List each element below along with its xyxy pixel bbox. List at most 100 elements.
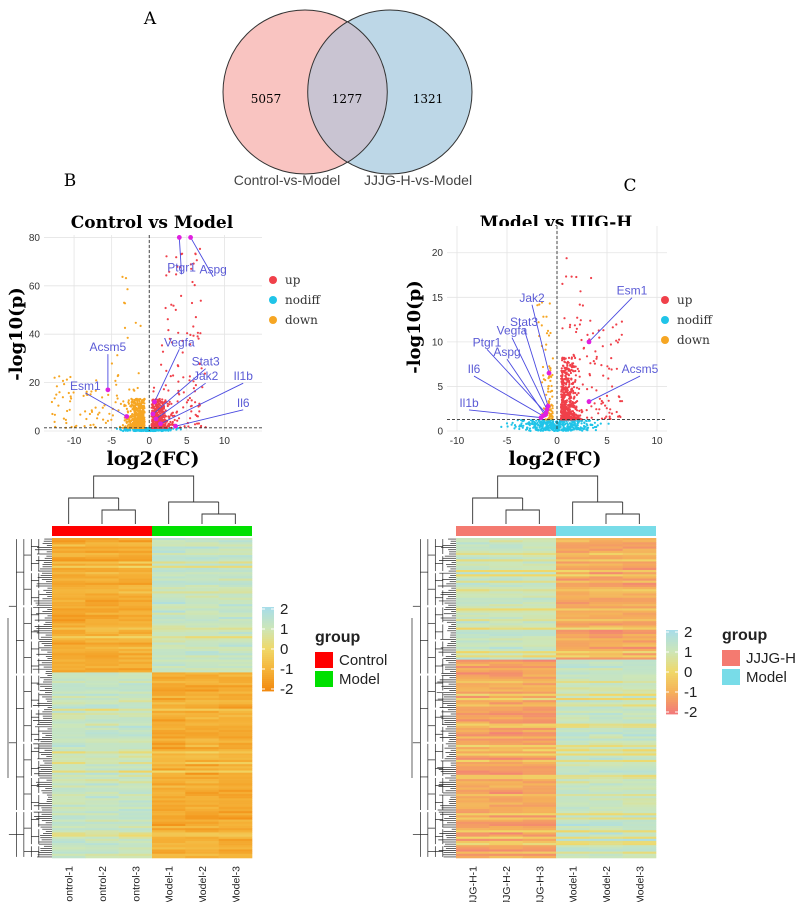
heatmap-cell xyxy=(489,772,523,776)
heatmap-cell xyxy=(622,640,657,643)
point-down xyxy=(540,324,543,327)
heatmap-cell xyxy=(622,623,657,626)
heatmap-cell xyxy=(185,772,219,776)
heatmap-cell xyxy=(622,602,657,605)
heatmap-cell xyxy=(456,721,490,724)
heatmap-cell xyxy=(118,676,153,680)
heatmap-cell xyxy=(52,838,86,842)
heatmap-cell xyxy=(522,725,557,729)
column-label: Model-3 xyxy=(230,866,242,902)
heatmap-cell xyxy=(185,751,219,754)
heatmap-cell xyxy=(52,565,86,569)
point-up xyxy=(159,425,162,428)
row-dendrogram xyxy=(7,538,52,858)
heatmap-cell xyxy=(456,657,490,660)
point-up xyxy=(565,381,568,384)
group-legend-label-model: Model xyxy=(339,671,380,688)
point-up xyxy=(200,367,203,370)
point-up xyxy=(575,393,578,396)
heatmap-cell xyxy=(589,736,623,739)
point-up xyxy=(165,274,168,277)
heatmap-cell xyxy=(152,563,186,567)
point-nodiff xyxy=(587,419,590,422)
heatmap-cell xyxy=(85,849,119,852)
heatmap-cell xyxy=(118,640,153,643)
point-down xyxy=(98,411,101,414)
heatmap-cell xyxy=(52,552,86,556)
point-up xyxy=(618,338,621,341)
heatmap-cell xyxy=(152,817,186,820)
heatmap-cell xyxy=(152,757,186,761)
heatmap-cell xyxy=(622,648,657,652)
heatmap-cell xyxy=(556,589,590,592)
point-up xyxy=(571,364,574,367)
heatmap-cell xyxy=(85,708,119,712)
heatmap-cell xyxy=(489,783,523,786)
point-up xyxy=(581,304,584,307)
heatmap-cell xyxy=(556,744,590,748)
point-down xyxy=(142,422,145,425)
heatmap-cell xyxy=(589,550,623,554)
point-down xyxy=(57,404,60,407)
heatmap-cell xyxy=(185,783,219,786)
heatmap-cell xyxy=(522,719,557,722)
heatmap-cell xyxy=(152,740,186,744)
heatmap-cell xyxy=(118,740,153,744)
heatmap-cell xyxy=(456,683,490,686)
heatmap-cell xyxy=(52,845,86,848)
heatmap-cell xyxy=(589,591,623,594)
point-up xyxy=(598,408,601,411)
heatmap-cell xyxy=(52,704,86,707)
heatmap-cell xyxy=(218,548,253,552)
color-scale-step xyxy=(262,687,274,690)
heatmap-cell xyxy=(52,582,86,586)
heatmap-cell xyxy=(118,847,153,850)
heatmap-cell xyxy=(522,580,557,584)
heatmap-cell xyxy=(218,738,253,741)
point-up xyxy=(195,259,198,262)
heatmap-cell xyxy=(456,725,490,729)
heatmap-cell xyxy=(185,700,219,703)
point-nodiff xyxy=(571,420,574,423)
heatmap-cell xyxy=(456,655,490,658)
heatmap-cell xyxy=(185,666,219,669)
heatmap-cell xyxy=(152,589,186,592)
heatmap-cell xyxy=(456,661,490,665)
point-up xyxy=(574,391,577,395)
heatmap-cell xyxy=(185,813,219,816)
heatmap-cell xyxy=(489,704,523,707)
heatmap-cell xyxy=(185,727,219,731)
heatmap-cell xyxy=(456,736,490,739)
heatmap-cell xyxy=(489,634,523,637)
heatmap-cell xyxy=(622,725,657,729)
heatmap-cell xyxy=(118,798,153,801)
heatmap-cell xyxy=(556,698,590,701)
heatmap-cell xyxy=(118,659,153,663)
point-up xyxy=(602,374,605,377)
heatmap-cell xyxy=(522,578,557,581)
heatmap-cell xyxy=(152,636,186,639)
heatmap-cell xyxy=(52,661,86,665)
point-up xyxy=(565,387,569,390)
heatmap-cell xyxy=(218,749,253,752)
heatmap-cell xyxy=(85,847,119,850)
color-scale-step xyxy=(262,631,274,634)
heatmap-cell xyxy=(556,700,590,703)
heatmap-cell xyxy=(589,619,623,622)
heatmap-cell xyxy=(152,802,186,805)
heatmap-cell xyxy=(118,715,153,718)
heatmap-cell xyxy=(52,640,86,643)
highlighted-gene-point xyxy=(173,423,178,429)
color-scale-step xyxy=(262,637,274,640)
heatmap-cell xyxy=(218,843,253,846)
heatmap-cell xyxy=(556,668,590,671)
heatmap-cell xyxy=(556,550,590,554)
point-down xyxy=(142,424,146,427)
point-up xyxy=(190,410,193,413)
venn-left-count: 5057 xyxy=(251,92,282,106)
point-up xyxy=(164,306,167,310)
heatmap-cell xyxy=(489,578,523,581)
point-down xyxy=(130,425,133,428)
point-up xyxy=(151,426,154,429)
heatmap-cell xyxy=(622,614,657,618)
